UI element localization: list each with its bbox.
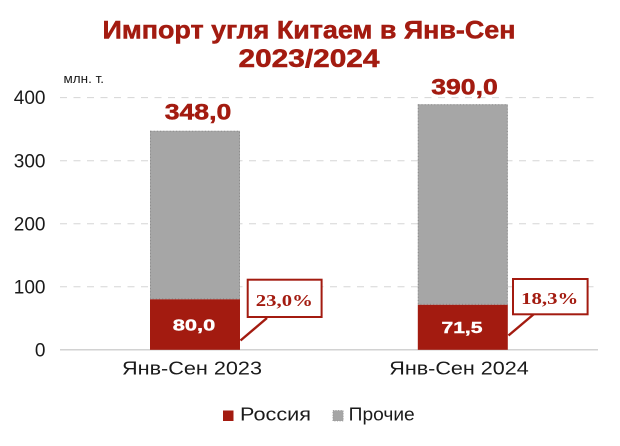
svg-text:млн. т.: млн. т. [64, 71, 105, 86]
svg-text:100: 100 [14, 277, 46, 298]
svg-text:200: 200 [14, 214, 46, 235]
svg-text:390,0: 390,0 [431, 75, 498, 100]
svg-text:300: 300 [14, 151, 46, 172]
svg-text:18,3%: 18,3% [521, 289, 578, 308]
svg-text:80,0: 80,0 [173, 318, 216, 335]
svg-text:Янв-Сен 2024: Янв-Сен 2024 [389, 358, 529, 379]
svg-text:Прочие: Прочие [349, 404, 415, 425]
svg-text:0: 0 [35, 340, 46, 361]
svg-text:71,5: 71,5 [442, 320, 483, 337]
svg-text:Импорт угля Китаем в Янв-Сен: Импорт угля Китаем в Янв-Сен [103, 17, 516, 45]
svg-text:400: 400 [14, 88, 46, 109]
svg-text:2023/2024: 2023/2024 [239, 45, 380, 73]
svg-text:23,0%: 23,0% [256, 291, 313, 310]
svg-text:Россия: Россия [240, 404, 311, 425]
svg-text:348,0: 348,0 [165, 100, 232, 125]
svg-text:Янв-Сен 2023: Янв-Сен 2023 [122, 358, 262, 379]
